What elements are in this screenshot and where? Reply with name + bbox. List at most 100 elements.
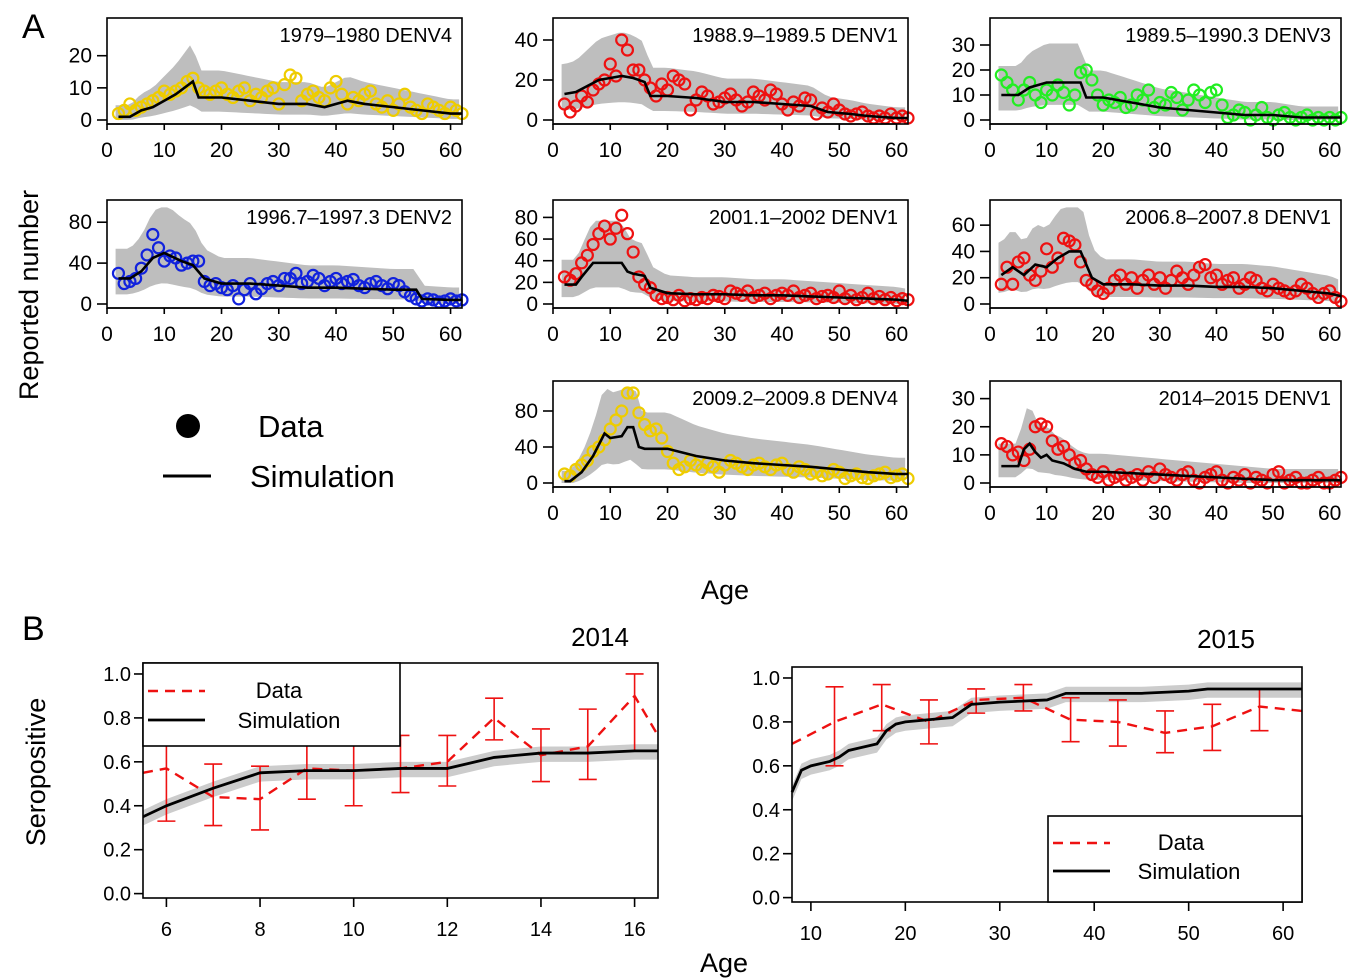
y-tick-label: 0 xyxy=(963,472,975,495)
data-point xyxy=(769,87,783,101)
x-tick-label: 60 xyxy=(1318,502,1341,525)
chart-panel-7: 0 10 20 30 40 50 60 0 10 20 30 2014–2015 DENV1 xyxy=(952,380,1348,525)
legend-a-simulation-label: Simulation xyxy=(250,459,395,494)
panel-label-b: B xyxy=(22,610,45,648)
x-tick-label: 20 xyxy=(210,323,233,346)
x-tick-label: 10 xyxy=(1035,139,1058,162)
data-point xyxy=(1209,268,1224,282)
data-point xyxy=(295,276,309,291)
data-point xyxy=(237,81,252,95)
data-point xyxy=(609,221,623,235)
x-tick-label: 40 xyxy=(1083,923,1105,945)
x-tick-label: 60 xyxy=(1318,139,1341,162)
data-point xyxy=(620,227,635,241)
x-tick-label: 16 xyxy=(623,919,645,941)
x-tick-label: 40 xyxy=(1205,323,1228,346)
data-point xyxy=(746,290,761,305)
chart-title: 2001.1–2002 DENV1 xyxy=(709,207,898,229)
chart-title: 2014–2015 DENV1 xyxy=(1159,388,1331,410)
y-tick-label: 0 xyxy=(526,472,538,495)
x-tick-label: 60 xyxy=(885,323,908,346)
chart-title: 1996.7–1997.3 DENV2 xyxy=(246,207,452,229)
x-tick-label: 40 xyxy=(324,323,347,346)
data-point xyxy=(884,471,898,485)
x-tick-label: 50 xyxy=(1261,139,1284,162)
legend-a-data-marker xyxy=(176,414,200,438)
data-point xyxy=(586,237,600,252)
x-tick-label: 50 xyxy=(828,502,851,525)
data-point xyxy=(844,109,858,123)
data-point xyxy=(603,232,617,246)
simulation-line xyxy=(564,74,908,120)
y-tick-label: 0.2 xyxy=(103,840,131,862)
x-tick-label: 20 xyxy=(210,139,233,162)
legend-data-label: Data xyxy=(1158,830,1205,855)
data-point xyxy=(1272,465,1286,479)
data-point xyxy=(557,467,572,481)
x-tick-label: 30 xyxy=(1148,139,1171,162)
data-point xyxy=(277,271,292,286)
data-point xyxy=(1181,277,1195,291)
x-tick-label: 10 xyxy=(1035,502,1058,525)
data-line xyxy=(791,696,1303,745)
y-tick-label: 1.0 xyxy=(103,664,131,686)
legend-frame xyxy=(142,662,401,747)
data-point xyxy=(398,87,412,101)
data-point xyxy=(289,266,303,280)
data-point xyxy=(569,267,583,281)
x-tick-label: 20 xyxy=(656,139,679,162)
data-point xyxy=(626,245,640,259)
data-point xyxy=(632,406,646,420)
x-tick-label: 20 xyxy=(894,923,916,945)
data-point xyxy=(683,103,698,117)
x-tick-label: 20 xyxy=(656,502,679,525)
simulation-band xyxy=(792,682,1302,801)
legend-data-label: Data xyxy=(256,678,303,703)
simulation-line xyxy=(564,261,909,303)
data-point xyxy=(1051,251,1065,265)
chart-title: 2015 xyxy=(1197,624,1255,654)
y-axis-label-a: Reported number xyxy=(14,190,44,400)
data-point xyxy=(821,288,835,302)
data-point xyxy=(643,424,657,438)
x-tick-label: 12 xyxy=(436,919,458,941)
y-tick-label: 40 xyxy=(515,250,538,273)
chart-title: 2009.2–2009.8 DENV4 xyxy=(692,388,898,410)
x-tick-label: 20 xyxy=(1092,502,1115,525)
y-tick-label: 0.2 xyxy=(752,844,780,866)
data-point xyxy=(615,404,629,418)
data-point xyxy=(649,422,663,436)
y-tick-label: 80 xyxy=(69,211,92,234)
y-tick-label: 20 xyxy=(952,267,975,290)
uncertainty-band xyxy=(115,45,460,120)
data-point xyxy=(1028,273,1042,287)
x-tick-label: 30 xyxy=(713,139,736,162)
x-tick-label: 30 xyxy=(267,323,290,346)
data-point xyxy=(363,84,377,98)
data-point xyxy=(1017,453,1031,468)
y-tick-label: 0 xyxy=(963,293,975,316)
data-point xyxy=(1124,98,1139,112)
data-point xyxy=(192,254,206,268)
simulation-line xyxy=(118,251,462,302)
data-point xyxy=(163,249,177,263)
y-tick-label: 40 xyxy=(69,252,92,275)
chart-title: 1979–1980 DENV4 xyxy=(280,25,452,47)
x-tick-label: 50 xyxy=(1261,502,1284,525)
data-point xyxy=(277,78,292,92)
x-tick-label: 50 xyxy=(1261,323,1284,346)
data-point xyxy=(266,81,280,95)
legend-a: Data Simulation xyxy=(163,409,395,494)
data-point xyxy=(1006,277,1020,291)
x-tick-label: 60 xyxy=(1272,923,1294,945)
uncertainty-band xyxy=(561,388,906,483)
y-tick-label: 10 xyxy=(952,444,975,467)
data-point xyxy=(615,33,629,47)
y-tick-label: 0 xyxy=(80,293,92,316)
y-tick-label: 0.6 xyxy=(103,752,131,774)
uncertainty-band xyxy=(998,207,1339,302)
x-tick-label: 10 xyxy=(153,139,176,162)
data-point xyxy=(1226,271,1241,285)
y-axis-label-b: Seropositive xyxy=(21,698,51,847)
